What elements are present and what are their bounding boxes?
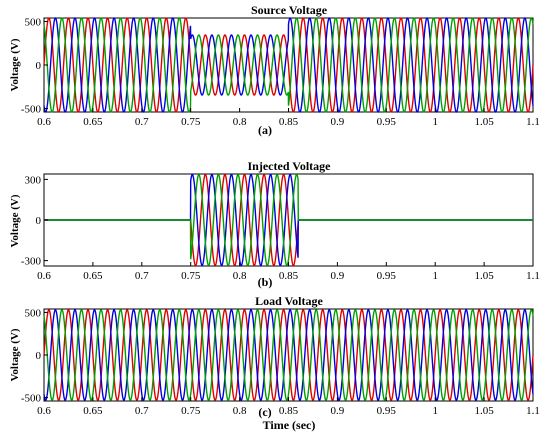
x-tick-label: 0.8 xyxy=(233,270,247,282)
y-tick-label: 0 xyxy=(36,60,42,72)
y-tick-label: -500 xyxy=(21,393,42,405)
y-axis-label: Voltage (V) xyxy=(9,194,21,247)
plot-area: 0.6 0.65 0.7 0.75 0.8 0.85 0.9 0.95 1 1.05 1.1 300 0… xyxy=(21,174,540,282)
x-tick-label: 0.95 xyxy=(377,116,397,128)
x-tick-label: 1.05 xyxy=(474,116,494,128)
injected-voltage-panel: Injected Voltage Voltage (V) 0.6 0.65 0.7 0… xyxy=(9,159,540,289)
x-tick-label: 0.6 xyxy=(37,116,51,128)
x-tick-label: 0.65 xyxy=(83,405,103,417)
x-tick-label: 0.85 xyxy=(279,405,299,417)
x-axis-label: Time (sec) xyxy=(263,418,316,432)
y-tick-label: 300 xyxy=(25,174,42,186)
panel-label: (a) xyxy=(258,123,272,137)
chart-title: Source Voltage xyxy=(251,3,328,17)
x-tick-label: 0.9 xyxy=(331,270,345,282)
x-tick-label: 0.6 xyxy=(37,270,51,282)
x-tick-label: 1 xyxy=(432,270,438,282)
x-tick-label: 0.65 xyxy=(83,116,103,128)
x-tick-label: 1.1 xyxy=(526,405,540,417)
y-tick-label: -300 xyxy=(21,256,42,268)
y-tick-label: 0 xyxy=(36,215,42,227)
chart-title: Injected Voltage xyxy=(248,159,332,173)
x-tick-label: 0.8 xyxy=(233,405,247,417)
x-tick-label: 0.7 xyxy=(135,270,149,282)
x-tick-label: 0.75 xyxy=(181,270,201,282)
x-tick-label: 1.1 xyxy=(526,270,540,282)
series-line-phase-1 xyxy=(44,310,533,400)
source-voltage-panel: Source Voltage Voltage (V) 0.6 0.65 0.7 0.7… xyxy=(9,3,540,137)
x-tick-label: 0.85 xyxy=(279,116,299,128)
y-tick-label: -500 xyxy=(21,104,42,116)
y-tick-label: 500 xyxy=(25,16,42,28)
x-tick-label: 1 xyxy=(432,116,438,128)
x-tick-label: 0.6 xyxy=(37,405,51,417)
x-tick-label: 0.7 xyxy=(135,405,149,417)
y-axis-label: Voltage (V) xyxy=(9,38,21,91)
panel-label: (b) xyxy=(258,275,273,289)
y-tick-label: 0 xyxy=(36,350,42,362)
x-tick-label: 0.85 xyxy=(279,270,299,282)
x-tick-label: 0.9 xyxy=(331,405,345,417)
x-tick-label: 1.05 xyxy=(474,405,494,417)
load-voltage-panel: Load Voltage Voltage (V) 0.6 0.65 0.7 0.75 0… xyxy=(9,294,540,432)
x-tick-label: 0.75 xyxy=(181,405,201,417)
x-tick-label: 0.95 xyxy=(377,405,397,417)
x-tick-label: 0.75 xyxy=(181,116,201,128)
plot-area: 0.6 0.65 0.7 0.75 0.8 0.85 0.9 0.95 1 1.05 1.1 500 0… xyxy=(21,307,540,417)
x-tick-label: 0.65 xyxy=(83,270,103,282)
x-tick-label: 0.9 xyxy=(331,116,345,128)
x-tick-label: 0.95 xyxy=(377,270,397,282)
chart-title: Load Voltage xyxy=(255,294,323,308)
x-tick-label: 0.7 xyxy=(135,116,149,128)
x-tick-label: 1 xyxy=(432,405,438,417)
x-tick-label: 1.05 xyxy=(474,270,494,282)
panel-label: (c) xyxy=(258,405,271,419)
x-tick-label: 0.8 xyxy=(233,116,247,128)
y-tick-label: 500 xyxy=(25,307,42,319)
y-axis-label: Voltage (V) xyxy=(9,328,21,381)
plot-area: 0.6 0.65 0.7 0.75 0.8 0.85 0.9 0.95 1 1.05 1.1 500 0… xyxy=(21,16,540,128)
x-tick-label: 1.1 xyxy=(526,116,540,128)
